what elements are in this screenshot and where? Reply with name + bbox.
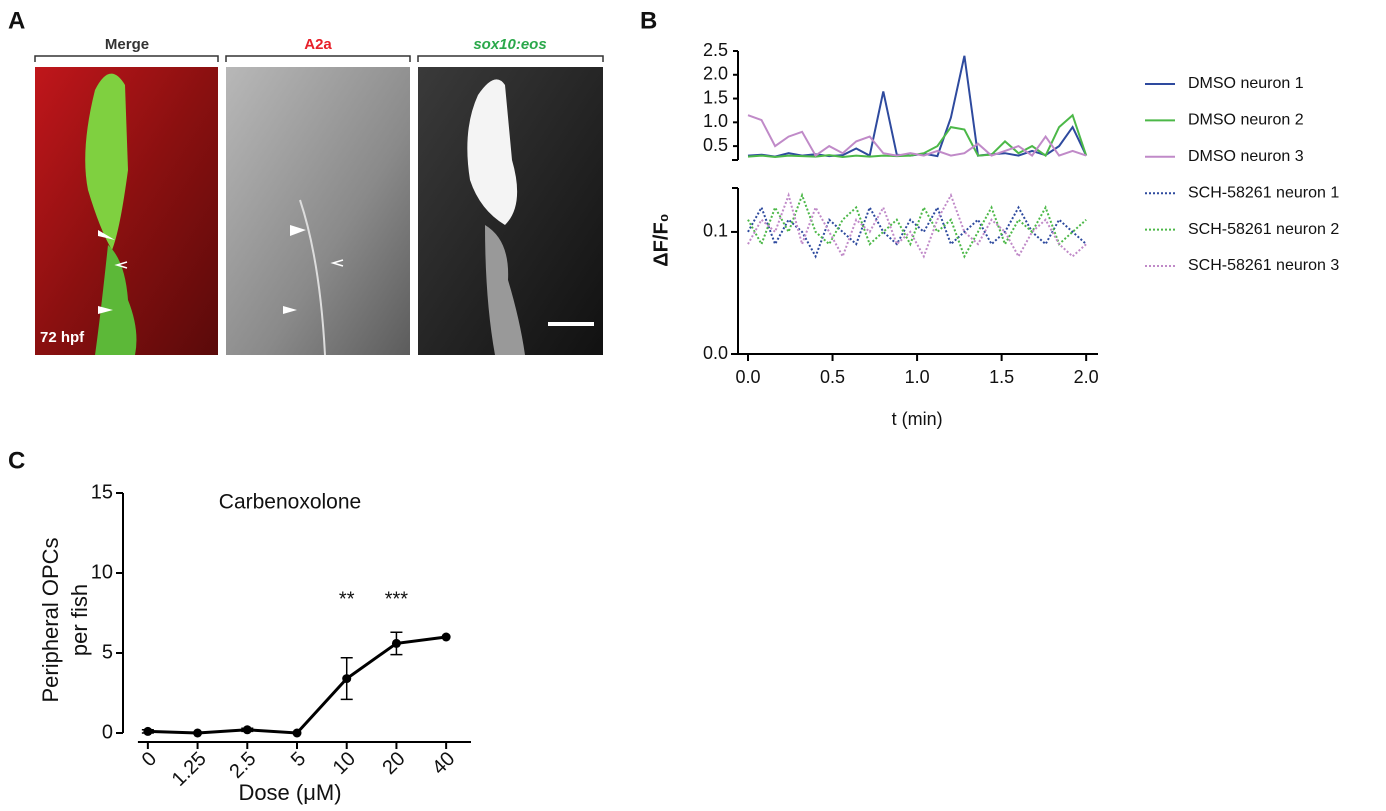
- trace: [747, 55, 1088, 158]
- y-tick-label: 2.5: [703, 40, 728, 60]
- image-title: Merge: [105, 36, 149, 53]
- x-tick-label: 20: [378, 748, 409, 779]
- point: [242, 725, 252, 735]
- trace: [747, 192, 1087, 259]
- point: [342, 674, 352, 684]
- y-tick-label: 2.0: [703, 64, 728, 84]
- trace: [747, 114, 1087, 158]
- sox10-image: [418, 67, 603, 355]
- x-tick-label: 0.0: [735, 367, 760, 387]
- y-tick-label: 0.5: [703, 135, 728, 155]
- significance: **: [339, 588, 355, 610]
- curve: [147, 635, 447, 735]
- x-axis-label: Dose (μM): [238, 780, 341, 805]
- x-tick-label: 10: [329, 748, 360, 779]
- legend-label: DMSO neuron 3: [1188, 148, 1304, 165]
- x-tick-label: 2.5: [225, 748, 260, 783]
- y-axis-label: ΔF/F₀: [650, 213, 672, 266]
- x-tick-label: 2.0: [1074, 367, 1099, 387]
- x-tick-label: 40: [428, 748, 459, 779]
- image-title: sox10:eos: [473, 36, 546, 53]
- y-axis-label: Peripheral OPCs: [38, 537, 63, 702]
- x-tick-label: 5: [287, 748, 310, 771]
- y-axis-label: per fish: [67, 584, 92, 656]
- x-tick-label: 1.0: [905, 367, 930, 387]
- point: [391, 638, 401, 648]
- legend-label: SCH-58261 neuron 1: [1188, 184, 1339, 201]
- legend-label: SCH-58261 neuron 2: [1188, 221, 1339, 238]
- x-tick-label: 0: [138, 748, 161, 771]
- brackets: [34, 55, 604, 62]
- panel-letter: A: [8, 7, 25, 34]
- point: [143, 726, 153, 736]
- chart-title: Carbenoxolone: [219, 491, 361, 514]
- legend-label: SCH-58261 neuron 3: [1188, 257, 1339, 274]
- y-tick-label: 10: [91, 561, 113, 583]
- legend-label: DMSO neuron 2: [1188, 112, 1304, 129]
- point: [441, 632, 451, 642]
- y-tick-label: 0.1: [703, 221, 728, 241]
- legend-label: DMSO neuron 1: [1188, 75, 1304, 92]
- a2a-image: [226, 67, 410, 356]
- panel-letter: C: [8, 447, 25, 474]
- image-title: A2a: [304, 36, 332, 53]
- x-axis-label: t (min): [892, 409, 943, 429]
- x-tick-label: 1.25: [168, 748, 211, 791]
- significance: ***: [385, 588, 409, 610]
- x-tick-label: 1.5: [989, 367, 1014, 387]
- point: [193, 728, 203, 738]
- x-tick-label: 0.5: [820, 367, 845, 387]
- stage-label: 72 hpf: [40, 329, 85, 346]
- y-tick-label: 1.0: [703, 111, 728, 131]
- merge-image: 72 hpf: [35, 67, 218, 355]
- y-tick-label: 0: [102, 721, 113, 743]
- point: [292, 728, 302, 738]
- y-tick-label: 5: [102, 641, 113, 663]
- y-tick-label: 0.0: [703, 343, 728, 363]
- y-tick-label: 1.5: [703, 87, 728, 107]
- y-tick-label: 15: [91, 481, 113, 503]
- panel-letter: B: [640, 7, 657, 34]
- trace: [747, 205, 1087, 259]
